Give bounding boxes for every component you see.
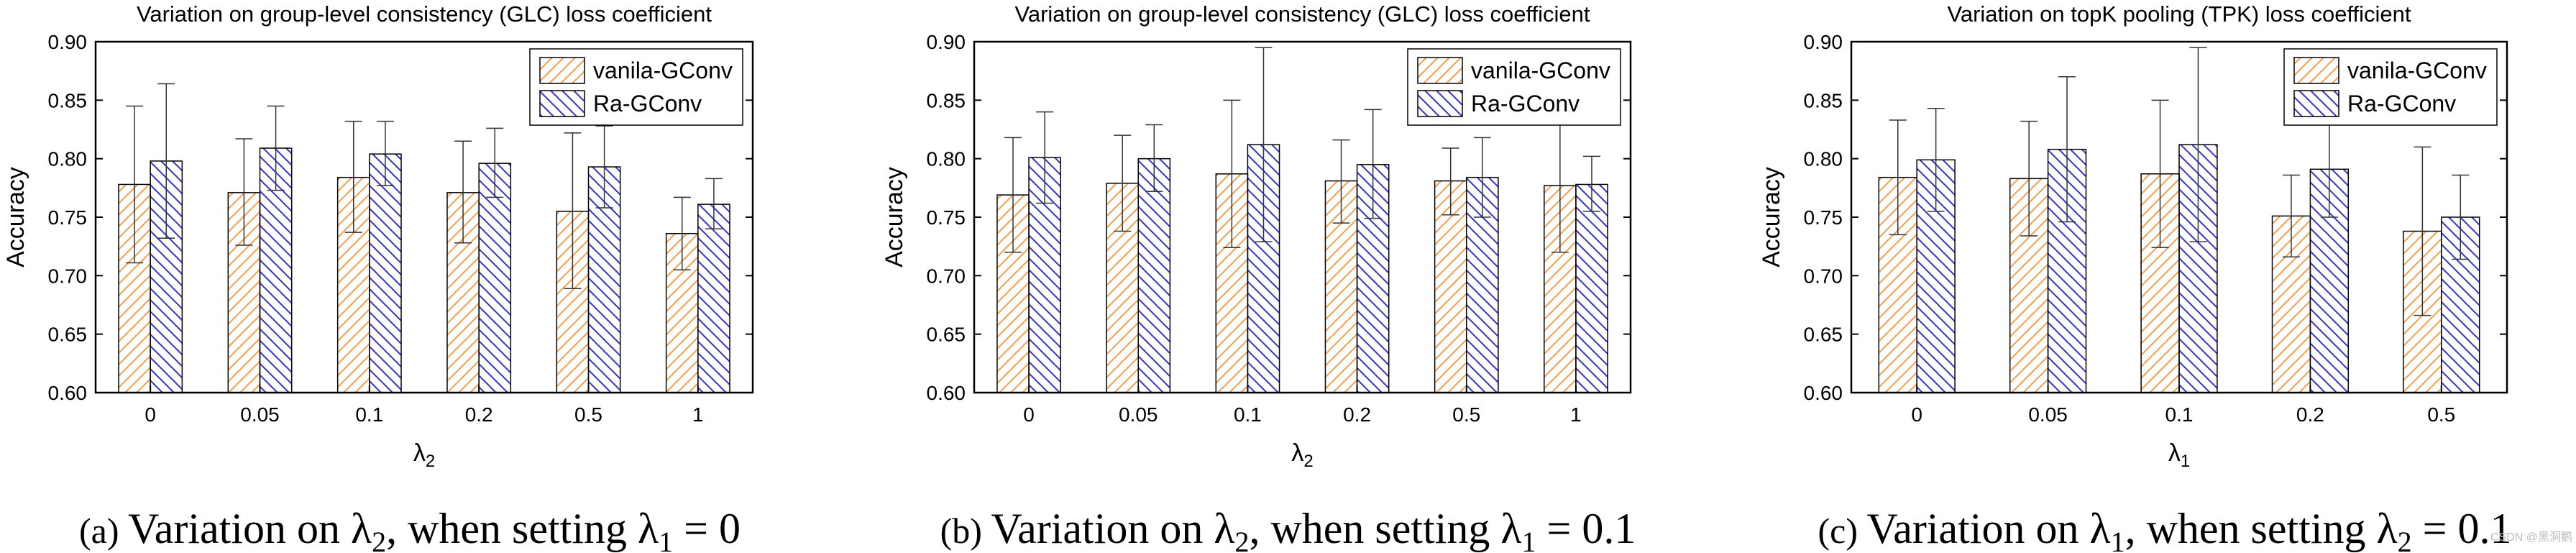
x-tick-label: 0.1 [355,403,383,426]
y-tick-label: 0.60 [927,382,966,404]
y-tick-label: 0.60 [48,382,88,404]
x-axis-label: λ2 [413,439,435,471]
x-tick-label: 0.2 [2296,403,2324,426]
legend-label-ra: Ra-GConv [2347,91,2456,116]
legend-label-vanila: vanila-GConv [2347,58,2487,83]
figure-caption: (a) Variation on λ2, when setting λ1 = 0 [79,505,741,553]
bar-ra-gconv [697,204,730,393]
legend-label-vanila: vanila-GConv [593,58,733,83]
y-tick-label: 0.65 [927,324,966,346]
x-tick-label: 1 [692,403,704,426]
legend-swatch-vanila [2293,57,2339,84]
bar-ra-gconv [1137,157,1171,393]
y-tick-label: 0.65 [1804,324,1843,346]
chart-panel-0: Variation on group-level consistency (GL… [2,1,754,553]
chart-title: Variation on group-level consistency (GL… [1014,1,1590,27]
legend-swatch-vanila [1417,57,1463,84]
y-tick-label: 0.70 [48,265,88,287]
x-tick-label: 0.5 [574,403,602,426]
y-tick-label: 0.80 [927,148,966,170]
x-tick-label: 0.05 [1119,403,1158,426]
y-tick-label: 0.90 [927,31,966,53]
x-tick-label: 0 [145,403,156,426]
plot-frame [94,40,754,394]
legend-swatch-ra [2293,90,2339,117]
legend-swatch-vanila [539,57,585,84]
chart-panel-1: Variation on group-level consistency (GL… [881,1,1636,553]
x-tick-label: 0.2 [1343,403,1371,426]
y-tick-label: 0.90 [48,31,88,53]
legend-label-ra: Ra-GConv [593,91,702,116]
y-tick-label: 0.90 [1804,31,1843,53]
y-tick-label: 0.80 [1804,148,1843,170]
y-tick-label: 0.60 [1804,382,1843,404]
bar-ra-gconv [478,163,512,393]
legend-swatch-ra [1417,90,1463,117]
x-tick-label: 0 [1023,403,1035,426]
x-tick-label: 0.5 [2427,403,2455,426]
x-tick-label: 1 [1570,403,1582,426]
chart-panel-2: Variation on topK pooling (TPK) loss coe… [1758,1,2511,553]
y-tick-label: 0.75 [927,206,966,229]
y-tick-label: 0.75 [48,206,88,229]
figure-caption: (c) Variation on λ1, when setting λ2 = 0… [1818,505,2512,553]
watermark-text: CSDN @黑洞鹅 [2490,531,2572,544]
x-tick-label: 0.2 [465,403,493,426]
legend-label-ra: Ra-GConv [1471,91,1580,116]
x-axis-label: λ2 [1291,439,1313,471]
y-tick-label: 0.85 [927,89,966,111]
bar-ra-gconv [1575,183,1608,393]
y-axis-label: Accuracy [881,167,908,268]
y-tick-label: 0.70 [1804,265,1843,287]
legend-swatch-ra [539,90,585,117]
y-tick-label: 0.85 [1804,89,1843,111]
plot-frame [973,40,1632,394]
y-axis-label: Accuracy [2,167,29,268]
bar-ra-gconv [369,153,402,393]
plot-frame [1850,40,2508,394]
y-tick-label: 0.70 [927,265,966,287]
chart-title: Variation on topK pooling (TPK) loss coe… [1947,1,2411,27]
figure-caption: (b) Variation on λ2, when setting λ1 = 0… [940,505,1636,553]
x-tick-label: 0.05 [240,403,280,426]
x-tick-label: 0 [1911,403,1922,426]
y-tick-label: 0.85 [48,89,88,111]
x-axis-label: λ1 [2168,439,2190,471]
x-tick-label: 0.1 [1234,403,1262,426]
y-axis-label: Accuracy [1758,167,1785,268]
y-tick-label: 0.80 [48,148,88,170]
x-tick-label: 0.1 [2165,403,2194,426]
y-tick-label: 0.75 [1804,206,1843,229]
y-tick-label: 0.65 [48,324,88,346]
legend-label-vanila: vanila-GConv [1471,58,1610,83]
x-tick-label: 0.5 [1452,403,1480,426]
x-tick-label: 0.05 [2028,403,2068,426]
chart-title: Variation on group-level consistency (GL… [137,1,712,27]
